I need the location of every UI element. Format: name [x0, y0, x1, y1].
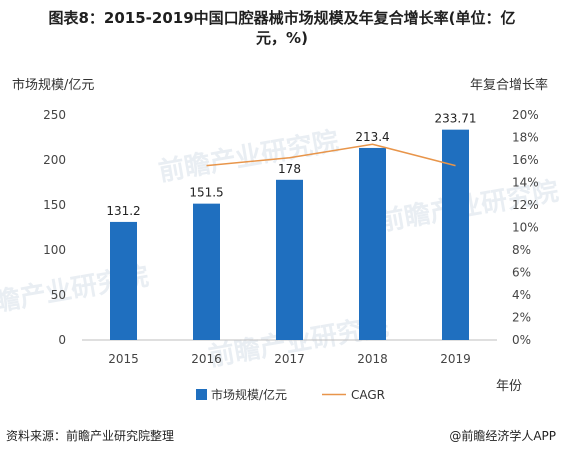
watermark-text: 前瞻产业研究院	[156, 126, 341, 188]
bar-value-label: 233.71	[435, 112, 477, 126]
bar-value-label: 151.5	[189, 186, 223, 200]
bar	[359, 147, 386, 340]
right-tick-label: 4%	[512, 288, 531, 302]
legend-bar-label: 市场规模/亿元	[211, 387, 287, 402]
left-tick-label: 200	[43, 153, 66, 167]
left-tick-label: 250	[43, 108, 66, 122]
right-tick-label: 18%	[512, 131, 539, 145]
bar-value-label: 213.4	[355, 130, 389, 144]
left-tick-label: 50	[51, 288, 66, 302]
cagr-line	[206, 143, 456, 167]
bar	[442, 129, 469, 340]
x-tick-label: 2016	[191, 352, 222, 366]
x-tick-label: 2015	[108, 352, 139, 366]
brand-credit: @前瞻经济学人APP	[449, 429, 556, 443]
right-tick-label: 6%	[512, 266, 531, 280]
x-tick-label: 2018	[357, 352, 388, 366]
right-tick-label: 8%	[512, 243, 531, 257]
left-tick-label: 0	[58, 333, 66, 347]
right-tick-label: 20%	[512, 108, 539, 122]
bar	[276, 179, 303, 340]
x-tick-label: 2017	[274, 352, 305, 366]
chart-title-line2: 元，%)	[256, 29, 308, 47]
chart-title: 图表8：2015-2019中国口腔器械市场规模及年复合增长率(单位：亿 元，%)	[0, 8, 564, 48]
left-tick-label: 100	[43, 243, 66, 257]
bar	[193, 203, 220, 340]
bar-value-label: 131.2	[106, 204, 140, 218]
right-axis-title: 年复合增长率	[470, 77, 548, 93]
legend-line-label: CAGR	[351, 388, 385, 402]
right-tick-label: 10%	[512, 221, 539, 235]
bar	[110, 221, 137, 340]
bar-value-label: 178	[278, 162, 301, 176]
x-axis-title: 年份	[496, 379, 522, 394]
left-tick-label: 150	[43, 198, 66, 212]
x-tick-label: 2019	[440, 352, 471, 366]
right-tick-label: 12%	[512, 198, 539, 212]
chart-title-line1: 图表8：2015-2019中国口腔器械市场规模及年复合增长率(单位：亿	[48, 9, 516, 27]
right-tick-label: 14%	[512, 176, 539, 190]
right-tick-label: 16%	[512, 153, 539, 167]
right-tick-label: 2%	[512, 311, 531, 325]
legend-bar-swatch	[196, 389, 207, 400]
source-note: 资料来源：前瞻产业研究院整理	[6, 429, 175, 443]
right-tick-label: 0%	[512, 333, 531, 347]
left-axis-title: 市场规模/亿元	[12, 77, 94, 93]
